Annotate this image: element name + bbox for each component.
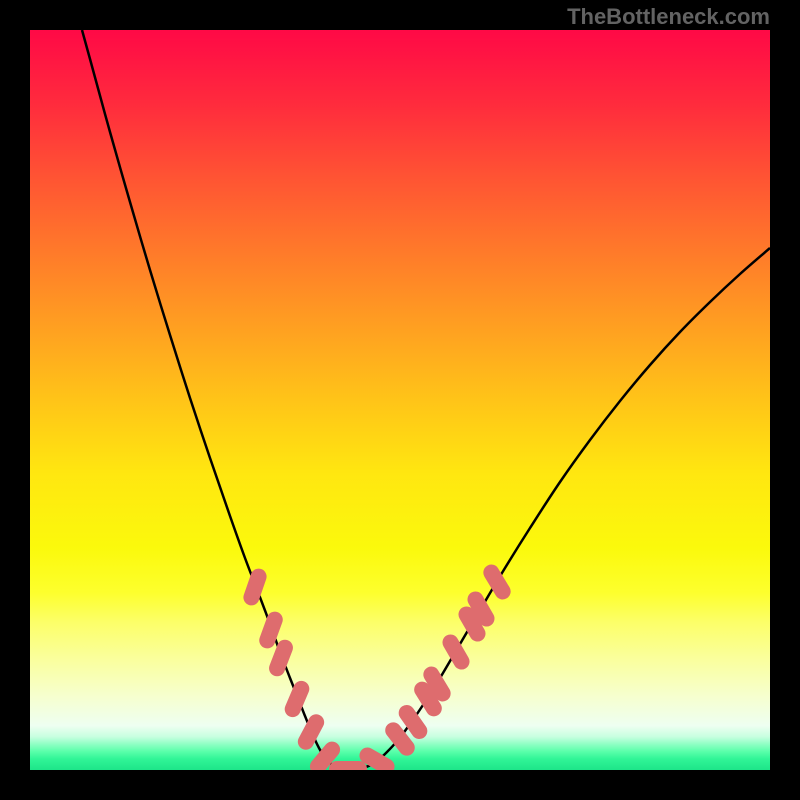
watermark-text: TheBottleneck.com (567, 4, 770, 30)
curve-marker (480, 562, 513, 603)
plot-area (30, 30, 770, 770)
curve-marker (282, 678, 312, 719)
curve-marker (241, 566, 268, 607)
chart-svg (30, 30, 770, 770)
curve-marker (440, 632, 473, 673)
curve-marker (295, 711, 327, 752)
bottleneck-curve (82, 30, 770, 769)
curve-marker (329, 761, 367, 770)
marker-layer (241, 562, 513, 770)
